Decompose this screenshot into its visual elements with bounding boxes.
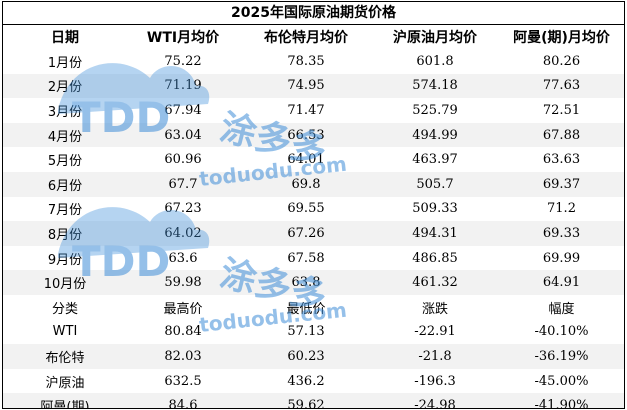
row-label-cell: 5月份 bbox=[47, 154, 83, 170]
value-cell: -45.00% bbox=[534, 373, 589, 389]
value-cell: 60.96 bbox=[164, 152, 202, 168]
value-cell: 59.62 bbox=[239, 393, 373, 408]
row-label-cell: 布伦特 bbox=[3, 344, 127, 369]
table-row: 6月份 67.7 69.8 505.7 69.37 bbox=[3, 171, 624, 197]
value-cell: 67.26 bbox=[239, 221, 373, 246]
value-cell: 67.58 bbox=[287, 250, 325, 266]
value-cell: 69.33 bbox=[497, 221, 624, 246]
value-cell: 64.02 bbox=[127, 221, 239, 246]
value-cell: 64.01 bbox=[287, 152, 325, 168]
value-cell: 67.88 bbox=[497, 122, 624, 148]
price-table: 日期 WTI月均价 布伦特月均价 沪原油月均价 阿曼(期)月均价 1月份 75.22 78.3… bbox=[3, 25, 624, 408]
value-cell: 71.19 bbox=[127, 73, 239, 99]
table-row: 8月份 64.02 67.26 494.31 69.33 bbox=[3, 221, 624, 246]
value-cell: -21.8 bbox=[373, 344, 497, 369]
header-row: 日期 WTI月均价 布伦特月均价 沪原油月均价 阿曼(期)月均价 bbox=[3, 25, 624, 49]
value-cell: 78.35 bbox=[287, 53, 325, 69]
header-cell: 沪原油月均价 bbox=[393, 30, 477, 46]
header-cell: 阿曼(期)月均价 bbox=[513, 30, 610, 46]
table-row: 2月份 71.19 74.95 574.18 77.63 bbox=[3, 73, 624, 99]
value-cell: -41.90% bbox=[497, 393, 624, 408]
row-label-cell: 阿曼(期) bbox=[3, 393, 127, 408]
value-cell: 63.8 bbox=[239, 270, 373, 295]
value-cell: 60.23 bbox=[239, 344, 373, 369]
table-row: 5月份 60.96 64.01 463.97 63.63 bbox=[3, 147, 624, 172]
value-cell: 67.94 bbox=[164, 102, 202, 118]
value-cell: 84.6 bbox=[127, 393, 239, 408]
value-cell: 486.85 bbox=[412, 250, 458, 266]
value-cell: -196.3 bbox=[414, 373, 456, 389]
value-cell: -36.19% bbox=[497, 344, 624, 369]
table-row: 分类 最高价 最低价 涨跌 幅度 bbox=[3, 295, 624, 320]
row-label-cell: 6月份 bbox=[3, 171, 127, 197]
value-cell: 75.22 bbox=[164, 53, 202, 69]
value-cell: 71.47 bbox=[287, 102, 325, 118]
header-cell: 日期 bbox=[51, 30, 79, 46]
value-cell: 80.26 bbox=[542, 53, 581, 69]
table-row: WTI 80.84 57.13 -22.91 -40.10% bbox=[3, 320, 624, 345]
value-cell: 509.33 bbox=[412, 201, 458, 217]
table-row: 9月份 63.6 67.58 486.85 69.99 bbox=[3, 246, 624, 271]
table-row: 10月份 59.98 63.8 461.32 64.91 bbox=[3, 270, 624, 295]
value-cell: 69.99 bbox=[542, 250, 581, 266]
value-cell: 601.8 bbox=[416, 53, 454, 69]
value-cell: 632.5 bbox=[164, 373, 202, 389]
value-cell: 80.84 bbox=[164, 324, 202, 340]
value-cell: 505.7 bbox=[373, 171, 497, 197]
value-cell: 436.2 bbox=[287, 373, 325, 389]
table-title: 2025年国际原油期货价格 bbox=[3, 2, 624, 25]
summary-header-cell: 最低价 bbox=[286, 301, 326, 317]
value-cell: 525.79 bbox=[412, 102, 458, 118]
value-cell: -22.91 bbox=[414, 324, 456, 340]
value-cell: 69.55 bbox=[287, 201, 325, 217]
row-label-cell: 1月份 bbox=[47, 55, 83, 71]
value-cell: 461.32 bbox=[373, 270, 497, 295]
row-label-cell: WTI bbox=[52, 324, 78, 340]
value-cell: 67.23 bbox=[164, 201, 202, 217]
row-label-cell: 10月份 bbox=[3, 270, 127, 295]
summary-header-cell: 最高价 bbox=[163, 301, 203, 317]
value-cell: 494.31 bbox=[373, 221, 497, 246]
value-cell: 66.53 bbox=[239, 122, 373, 148]
value-cell: 59.98 bbox=[127, 270, 239, 295]
value-cell: 63.04 bbox=[127, 122, 239, 148]
row-label-cell: 3月份 bbox=[47, 104, 83, 120]
table-row: 布伦特 82.03 60.23 -21.8 -36.19% bbox=[3, 344, 624, 369]
value-cell: 82.03 bbox=[127, 344, 239, 369]
table-row: 7月份 67.23 69.55 509.33 71.2 bbox=[3, 197, 624, 222]
row-label-cell: 8月份 bbox=[3, 221, 127, 246]
value-cell: 574.18 bbox=[373, 73, 497, 99]
value-cell: 67.7 bbox=[127, 171, 239, 197]
summary-header-cell: 涨跌 bbox=[421, 301, 448, 317]
value-cell: 74.95 bbox=[239, 73, 373, 99]
value-cell: 64.91 bbox=[497, 270, 624, 295]
value-cell: 69.8 bbox=[239, 171, 373, 197]
table-row: 4月份 63.04 66.53 494.99 67.88 bbox=[3, 122, 624, 148]
row-label-cell: 沪原油 bbox=[45, 375, 85, 391]
row-label-cell: 2月份 bbox=[3, 73, 127, 99]
table-row: 沪原油 632.5 436.2 -196.3 -45.00% bbox=[3, 369, 624, 394]
row-label-cell: 9月份 bbox=[47, 252, 83, 268]
value-cell: 72.51 bbox=[542, 102, 581, 118]
value-cell: -40.10% bbox=[534, 324, 589, 340]
value-cell: 57.13 bbox=[287, 324, 325, 340]
table-row: 3月份 67.94 71.47 525.79 72.51 bbox=[3, 98, 624, 123]
table-row: 阿曼(期) 84.6 59.62 -24.98 -41.90% bbox=[3, 393, 624, 408]
summary-header-cell: 幅度 bbox=[548, 301, 575, 317]
row-label-cell: 7月份 bbox=[47, 203, 83, 219]
value-cell: 63.6 bbox=[168, 250, 198, 266]
header-cell: 布伦特月均价 bbox=[264, 30, 348, 46]
value-cell: 63.63 bbox=[542, 152, 581, 168]
value-cell: -24.98 bbox=[373, 393, 497, 408]
table-row: 1月份 75.22 78.35 601.8 80.26 bbox=[3, 49, 624, 74]
value-cell: 71.2 bbox=[547, 201, 576, 217]
header-cell: WTI月均价 bbox=[146, 30, 220, 46]
value-cell: 69.37 bbox=[497, 171, 624, 197]
row-label-cell: 4月份 bbox=[3, 122, 127, 148]
value-cell: 463.97 bbox=[412, 152, 458, 168]
value-cell: 494.99 bbox=[373, 122, 497, 148]
summary-header-cell: 分类 bbox=[51, 301, 78, 317]
value-cell: 77.63 bbox=[497, 73, 624, 99]
